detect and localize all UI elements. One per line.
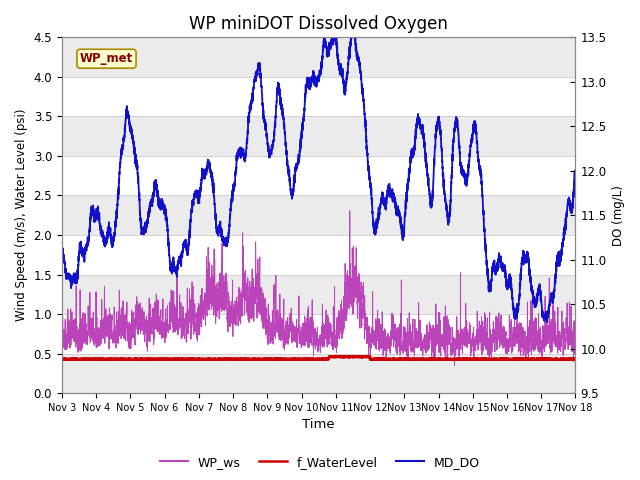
Legend: WP_ws, f_WaterLevel, MD_DO: WP_ws, f_WaterLevel, MD_DO: [155, 451, 485, 474]
Y-axis label: Wind Speed (m/s), Water Level (psi): Wind Speed (m/s), Water Level (psi): [15, 109, 28, 322]
Bar: [62, 354, 575, 393]
Y-axis label: DO (mg/L): DO (mg/L): [612, 185, 625, 246]
X-axis label: Time: Time: [302, 419, 335, 432]
Bar: [62, 116, 575, 156]
Bar: [62, 195, 575, 235]
Bar: [62, 37, 575, 77]
Title: WP miniDOT Dissolved Oxygen: WP miniDOT Dissolved Oxygen: [189, 15, 448, 33]
Text: WP_met: WP_met: [80, 52, 133, 65]
Bar: [62, 275, 575, 314]
